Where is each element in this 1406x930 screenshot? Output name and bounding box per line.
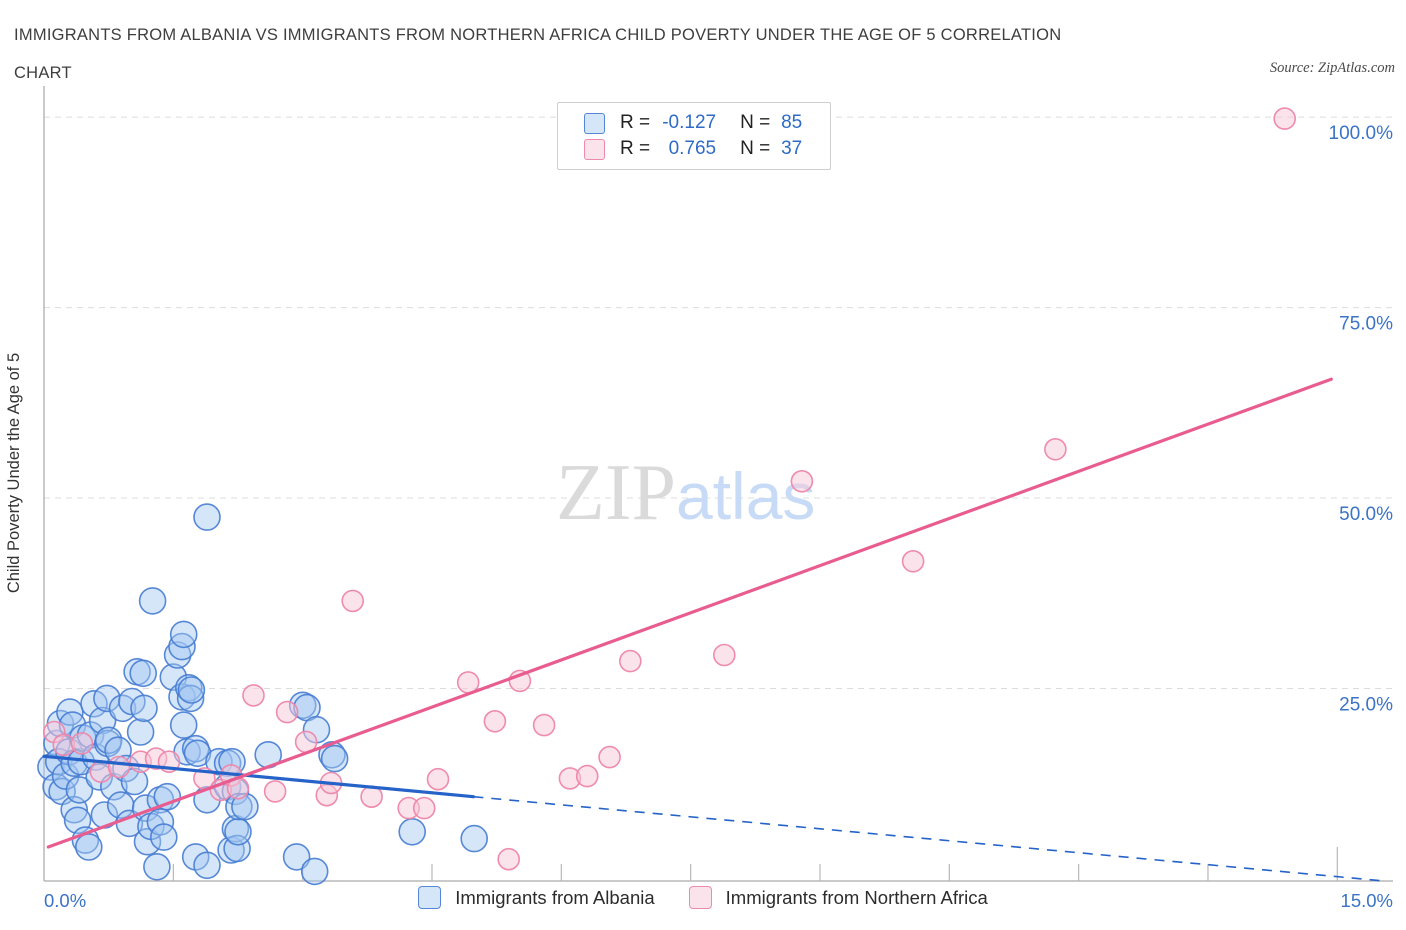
data-point-northern-africa[interactable] <box>901 549 925 573</box>
data-point-northern-africa[interactable] <box>1273 107 1296 130</box>
data-point-albania[interactable] <box>193 503 221 531</box>
data-point-northern-africa[interactable] <box>70 732 94 755</box>
data-point-albania[interactable] <box>129 659 157 688</box>
data-point-albania[interactable] <box>169 620 198 649</box>
data-point-albania[interactable] <box>169 711 198 739</box>
n-value-albania: 85 <box>781 112 803 133</box>
data-point-albania[interactable] <box>126 718 155 746</box>
data-point-albania[interactable] <box>176 684 205 713</box>
legend-row-northern-africa: R = 0.765 N = 37 <box>584 136 816 162</box>
page-title-line1: IMMIGRANTS FROM ALBANIA VS IMMIGRANTS FR… <box>14 26 1062 44</box>
data-point-northern-africa[interactable] <box>275 700 299 724</box>
legend-swatch-northern-africa <box>584 138 605 160</box>
y-axis-title: Child Poverty Under the Age of 5 <box>5 352 23 594</box>
series-legend-item-albania[interactable]: Immigrants from Albania <box>418 886 655 909</box>
series-label-albania: Immigrants from Albania <box>455 886 655 908</box>
data-point-albania[interactable] <box>320 744 349 773</box>
data-point-northern-africa[interactable] <box>497 847 521 871</box>
source-credit: Source: ZipAtlas.com <box>1269 60 1395 76</box>
data-point-albania[interactable] <box>150 823 178 851</box>
page-title-line2: CHART <box>14 64 72 82</box>
data-point-albania[interactable] <box>460 824 489 853</box>
page-title: IMMIGRANTS FROM ALBANIA VS IMMIGRANTS FR… <box>14 16 1234 92</box>
data-point-northern-africa[interactable] <box>712 643 736 667</box>
data-point-albania[interactable] <box>224 817 252 846</box>
n-label: N = <box>740 112 771 133</box>
data-point-northern-africa[interactable] <box>618 649 642 673</box>
x-axis-max-label: 15.0% <box>1340 890 1393 911</box>
data-point-northern-africa[interactable] <box>426 767 450 791</box>
y-tick-label: 75.0% <box>1339 314 1393 335</box>
r-value-albania: -0.127 <box>662 112 717 133</box>
data-point-albania[interactable] <box>398 817 427 846</box>
data-point-albania[interactable] <box>143 852 171 881</box>
data-point-albania[interactable] <box>177 676 206 704</box>
data-point-northern-africa[interactable] <box>575 764 599 788</box>
data-point-northern-africa[interactable] <box>107 755 131 779</box>
series-swatch-northern-africa <box>688 886 712 909</box>
data-point-albania[interactable] <box>163 641 192 669</box>
data-point-northern-africa[interactable] <box>263 780 287 803</box>
data-point-albania[interactable] <box>181 734 210 763</box>
data-point-northern-africa[interactable] <box>790 469 814 493</box>
data-point-northern-africa[interactable] <box>412 796 436 820</box>
data-point-albania[interactable] <box>300 857 329 886</box>
legend-swatch-albania <box>584 112 605 134</box>
series-legend-item-northern-africa[interactable]: Immigrants from Northern Africa <box>688 886 988 909</box>
data-point-northern-africa[interactable] <box>532 713 556 737</box>
data-point-northern-africa[interactable] <box>598 745 621 769</box>
data-point-northern-africa[interactable] <box>242 684 265 707</box>
r-label: R = <box>620 138 651 159</box>
trend-line-extrapolated-albania <box>473 795 1388 883</box>
correlation-legend: R = -0.127 N = 85 R = 0.765 N = 37 <box>557 102 831 170</box>
series-swatch-albania <box>418 886 442 909</box>
y-tick-label: 25.0% <box>1339 695 1393 716</box>
data-point-northern-africa[interactable] <box>341 589 365 613</box>
data-point-northern-africa[interactable] <box>1044 437 1067 461</box>
x-axis-min-label: 0.0% <box>44 890 87 911</box>
data-point-albania[interactable] <box>75 833 103 861</box>
y-tick-label: 50.0% <box>1339 504 1393 525</box>
r-value-northern-africa: 0.765 <box>668 138 717 159</box>
trend-line-albania <box>42 754 475 799</box>
data-point-albania[interactable] <box>181 843 210 871</box>
data-point-albania[interactable] <box>65 776 94 804</box>
y-tick-label: 100.0% <box>1329 123 1394 144</box>
data-point-albania[interactable] <box>183 739 212 768</box>
watermark: ZIPatlas <box>556 449 815 537</box>
n-label: N = <box>740 138 771 159</box>
data-point-albania[interactable] <box>153 782 182 811</box>
data-point-albania[interactable] <box>138 587 167 615</box>
data-point-albania[interactable] <box>282 843 311 871</box>
series-label-northern-africa: Immigrants from Northern Africa <box>725 886 988 908</box>
r-label: R = <box>620 112 651 133</box>
series-legend: Immigrants from Albania Immigrants from … <box>0 886 1406 909</box>
data-point-northern-africa[interactable] <box>483 709 507 733</box>
data-point-albania[interactable] <box>130 694 158 723</box>
trend-line-northern-africa <box>46 377 1333 849</box>
n-value-northern-africa: 37 <box>781 138 803 159</box>
data-point-albania[interactable] <box>193 851 221 880</box>
legend-row-albania: R = -0.127 N = 85 <box>584 110 816 136</box>
